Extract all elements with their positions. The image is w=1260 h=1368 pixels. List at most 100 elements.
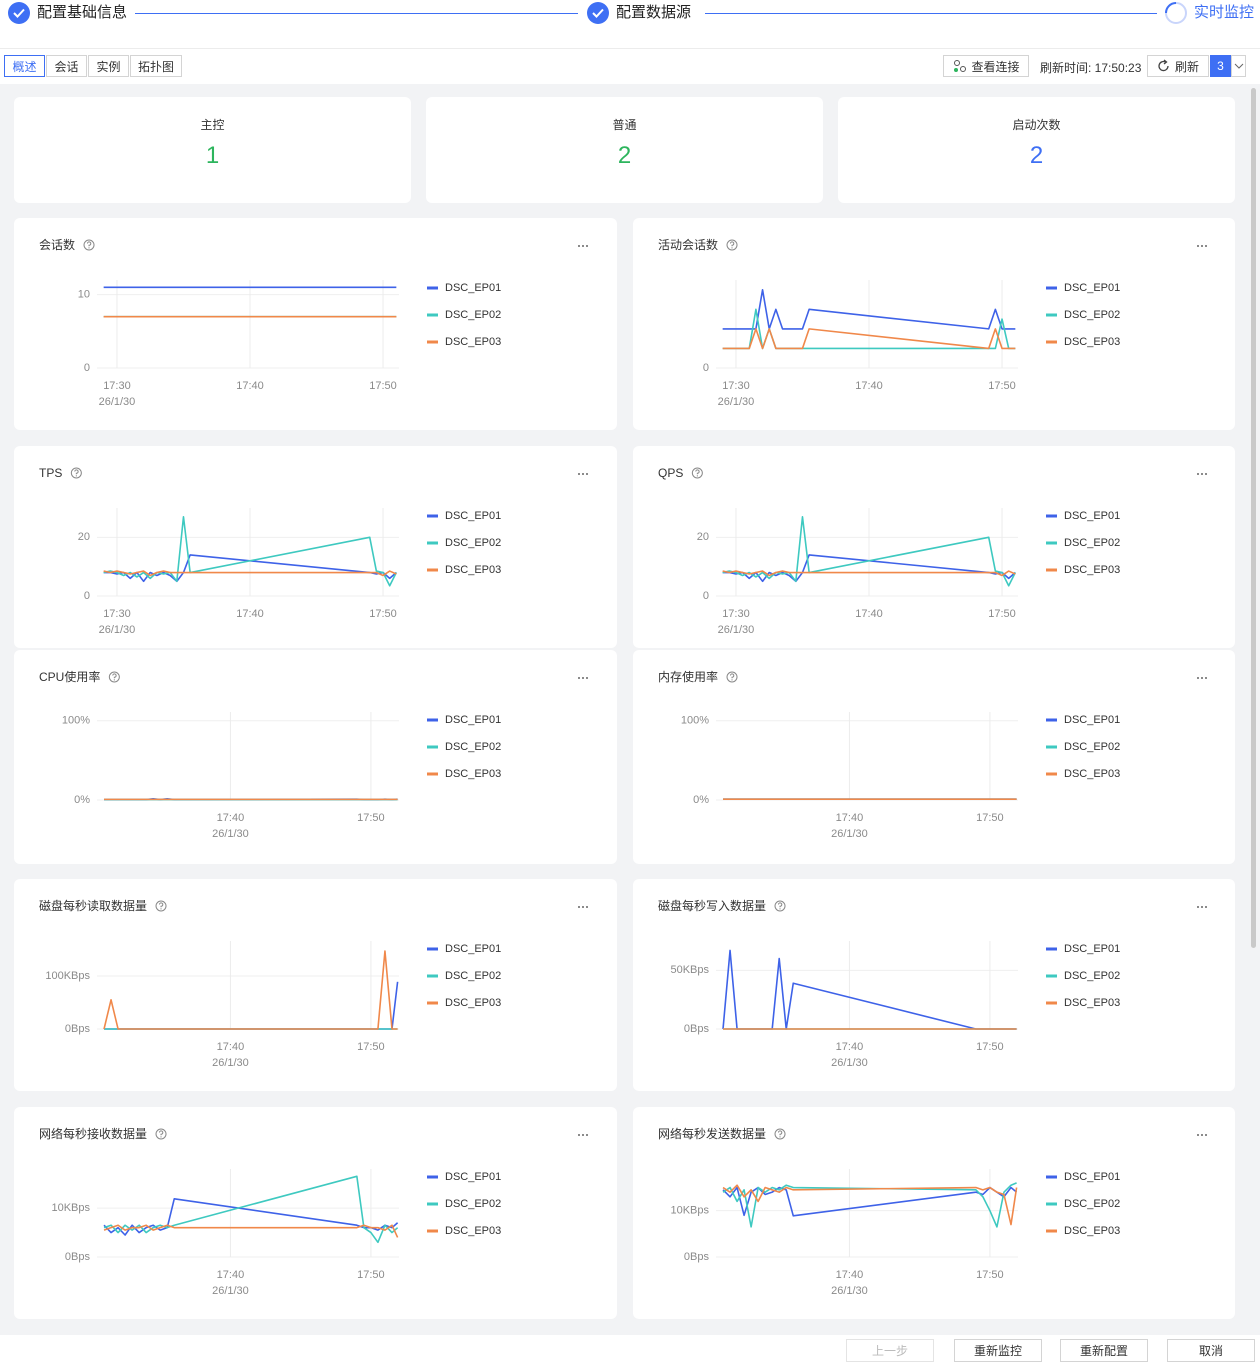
help-icon[interactable] [726,239,738,251]
legend-label[interactable]: DSC_EP03 [1064,564,1120,576]
legend-label[interactable]: DSC_EP01 [1064,714,1120,726]
legend-label[interactable]: DSC_EP01 [445,510,501,522]
help-icon[interactable] [774,900,786,912]
tab[interactable]: 概述 [4,55,45,77]
more-menu[interactable] [1197,906,1207,908]
help-icon[interactable] [83,239,95,251]
legend-label[interactable]: DSC_EP02 [1064,741,1120,753]
legend-label[interactable]: DSC_EP01 [445,943,501,955]
tab[interactable]: 会话 [46,55,87,77]
legend-label[interactable]: DSC_EP03 [1064,1225,1120,1237]
help-dot [696,475,698,477]
footer-button[interactable]: 取消 [1167,1339,1255,1362]
legend-label[interactable]: DSC_EP01 [1064,510,1120,522]
y-tick-label: 20 [78,531,90,543]
refresh-interval[interactable]: 3 [1210,55,1231,77]
help-icon[interactable] [155,1128,167,1140]
y-tick-label: 50KBps [670,964,709,976]
legend-label[interactable]: DSC_EP01 [445,1171,501,1183]
more-menu[interactable] [578,1134,588,1136]
help-dot [113,679,115,681]
y-tick-label: 0 [84,590,90,602]
help-icon[interactable] [774,1128,786,1140]
step-connector [135,13,578,14]
legend-label[interactable]: DSC_EP03 [445,768,501,780]
step-done-circle [587,2,609,24]
legend-label[interactable]: DSC_EP01 [1064,943,1120,955]
view-connections-button[interactable]: 查看连接 [943,55,1029,77]
help-icon[interactable] [70,467,82,479]
legend-swatch [1046,947,1057,951]
more-menu[interactable] [578,245,588,247]
chart-title: 活动会话数 [658,237,718,252]
x-tick-label: 17:50 [357,812,385,824]
x-date-label: 26/1/30 [831,828,868,840]
refresh-icon-head [1163,59,1168,65]
more-menu[interactable] [578,473,588,475]
step-check [592,8,604,18]
legend-label[interactable]: DSC_EP03 [445,997,501,1009]
help-icon[interactable] [691,467,703,479]
refresh-button[interactable]: 刷新 [1147,55,1209,77]
interval-dropdown[interactable] [1231,55,1246,77]
help-dot [731,679,733,681]
more-menu[interactable] [578,677,588,679]
legend-label[interactable]: DSC_EP03 [1064,997,1120,1009]
legend-label[interactable]: DSC_EP02 [1064,537,1120,549]
legend-swatch [427,340,438,344]
chart-card: 磁盘每秒读取数据量 0Bps 100KBps 17:40 26/1/30 17:50 DSC… [14,879,617,1091]
legend-label[interactable]: DSC_EP03 [445,564,501,576]
legend-label[interactable]: DSC_EP01 [1064,282,1120,294]
legend-label[interactable]: DSC_EP01 [445,282,501,294]
series-line [722,1182,1017,1228]
y-tick-label: 0Bps [65,1023,91,1035]
x-date-label: 26/1/30 [212,1057,249,1069]
stat-value: 2 [1029,142,1044,169]
legend-label[interactable]: DSC_EP01 [1064,1171,1120,1183]
more-dot [578,1134,580,1136]
tab[interactable]: 实例 [88,55,129,77]
help-circle [83,239,95,251]
legend-label[interactable]: DSC_EP02 [445,741,501,753]
legend-label[interactable]: DSC_EP02 [445,1198,501,1210]
refresh-time: 刷新时间: 17:50:23 [1040,61,1142,75]
legend-swatch [1046,718,1057,722]
footer-button[interactable]: 重新监控 [954,1339,1042,1362]
x-date-label: 26/1/30 [212,1285,249,1297]
more-dot [1197,677,1199,679]
legend-label[interactable]: DSC_EP02 [1064,970,1120,982]
help-mark [86,241,92,247]
more-menu[interactable] [1197,1134,1207,1136]
x-tick-label: 17:40 [236,380,264,392]
legend-label[interactable]: DSC_EP03 [1064,768,1120,780]
more-dot [1205,245,1207,247]
legend-swatch [427,514,438,518]
series-line [103,1198,399,1236]
step-check [13,8,25,18]
legend-label[interactable]: DSC_EP02 [1064,309,1120,321]
more-menu[interactable] [578,906,588,908]
x-date-label: 26/1/30 [831,1057,868,1069]
legend-label[interactable]: DSC_EP02 [1064,1198,1120,1210]
y-tick-label: 0 [703,362,709,374]
more-dot [1197,245,1199,247]
legend-label[interactable]: DSC_EP02 [445,970,501,982]
legend-swatch [1046,1175,1057,1179]
more-menu[interactable] [1197,473,1207,475]
help-icon[interactable] [155,900,167,912]
tab[interactable]: 拓扑图 [130,55,182,77]
more-menu[interactable] [1197,677,1207,679]
more-dot [1205,677,1207,679]
legend-label[interactable]: DSC_EP02 [445,537,501,549]
footer-button[interactable]: 重新配置 [1060,1339,1148,1362]
legend-label[interactable]: DSC_EP01 [445,714,501,726]
help-icon[interactable] [108,671,120,683]
legend-swatch [427,947,438,951]
legend-label[interactable]: DSC_EP02 [445,309,501,321]
more-menu[interactable] [1197,245,1207,247]
legend-label[interactable]: DSC_EP03 [445,1225,501,1237]
chart-title: 网络每秒接收数据量 [39,1126,147,1141]
help-icon[interactable] [726,671,738,683]
legend-label[interactable]: DSC_EP03 [445,336,501,348]
legend-label[interactable]: DSC_EP03 [1064,336,1120,348]
